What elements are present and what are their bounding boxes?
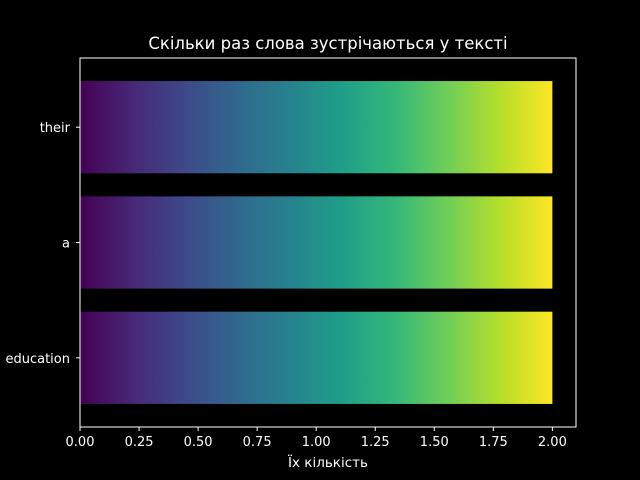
bar-their bbox=[80, 81, 553, 174]
y-tick-label: a bbox=[62, 237, 70, 252]
x-tick-label: 2.00 bbox=[538, 435, 567, 450]
y-tick-label: their bbox=[40, 121, 71, 136]
x-tick-label: 0.75 bbox=[243, 435, 272, 450]
x-tick-label: 1.75 bbox=[479, 435, 508, 450]
x-tick-label: 1.50 bbox=[420, 435, 449, 450]
x-axis-label: Їх кількість bbox=[288, 453, 368, 471]
bars-group bbox=[80, 81, 553, 404]
x-tick-label: 0.25 bbox=[125, 435, 154, 450]
chart-title: Скільки раз слова зустрічаються у тексті bbox=[148, 34, 507, 53]
x-tick-label: 0.50 bbox=[184, 435, 213, 450]
x-tick-label: 1.00 bbox=[302, 435, 331, 450]
bar-education bbox=[80, 311, 553, 404]
bar-a bbox=[80, 196, 553, 289]
x-tick-label: 0.00 bbox=[66, 435, 95, 450]
y-tick-label: education bbox=[5, 352, 70, 367]
y-axis-ticks: education a their bbox=[5, 121, 80, 367]
x-tick-label: 1.25 bbox=[361, 435, 390, 450]
x-axis-ticks: 0.00 0.25 0.50 0.75 1.00 1.25 1.50 1.75 2.00 bbox=[66, 427, 567, 450]
